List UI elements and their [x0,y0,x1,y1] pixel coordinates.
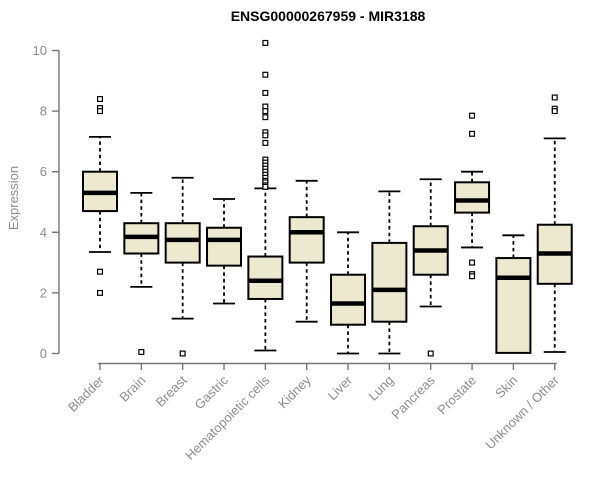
y-tick-label: 0 [40,346,47,361]
x-tick-label: Brain [116,373,148,405]
outlier-point [469,273,476,280]
outlier-point [179,350,186,357]
x-tick-label: Kidney [275,372,314,411]
y-tick-label: 4 [40,225,47,240]
outlier-point [96,108,103,115]
box [371,241,408,323]
y-tick-label: 8 [40,104,47,119]
outlier-point [262,71,269,78]
x-tick-label: Skin [492,373,520,401]
outlier-point [262,132,269,139]
box [247,255,284,300]
outlier-point [262,114,269,121]
outlier-point [262,89,269,96]
y-tick-label: 6 [40,164,47,179]
outlier-point [469,112,476,119]
outlier-point [96,95,103,102]
outlier-point [551,108,558,115]
box [495,257,532,354]
x-tick-label: Prostate [434,373,479,418]
box [330,273,367,326]
outlier-point [551,94,558,101]
outlier-point [96,289,103,296]
outlier-point [427,350,434,357]
x-tick-label: Breast [153,372,190,409]
x-tick-label: Unknown / Other [482,372,562,452]
box [206,226,243,267]
y-tick-label: 2 [40,285,47,300]
x-tick-label: Lung [365,373,396,404]
chart-title: ENSG00000267959 - MIR3188 [230,8,426,24]
outlier-point [469,130,476,137]
outlier-point [262,139,269,146]
outlier-point [262,39,269,46]
box [454,181,491,214]
box [288,216,325,264]
box [164,222,201,264]
outlier-point [96,268,103,275]
outlier-point [469,259,476,266]
x-tick-label: Bladder [65,372,108,415]
y-tick-label: 10 [33,43,47,58]
outlier-point [262,183,269,190]
x-tick-label: Liver [325,372,356,403]
x-tick-label: Gastric [191,372,231,412]
outlier-point [262,108,269,115]
x-tick-label: Pancreas [388,372,438,422]
outlier-point [138,348,145,355]
